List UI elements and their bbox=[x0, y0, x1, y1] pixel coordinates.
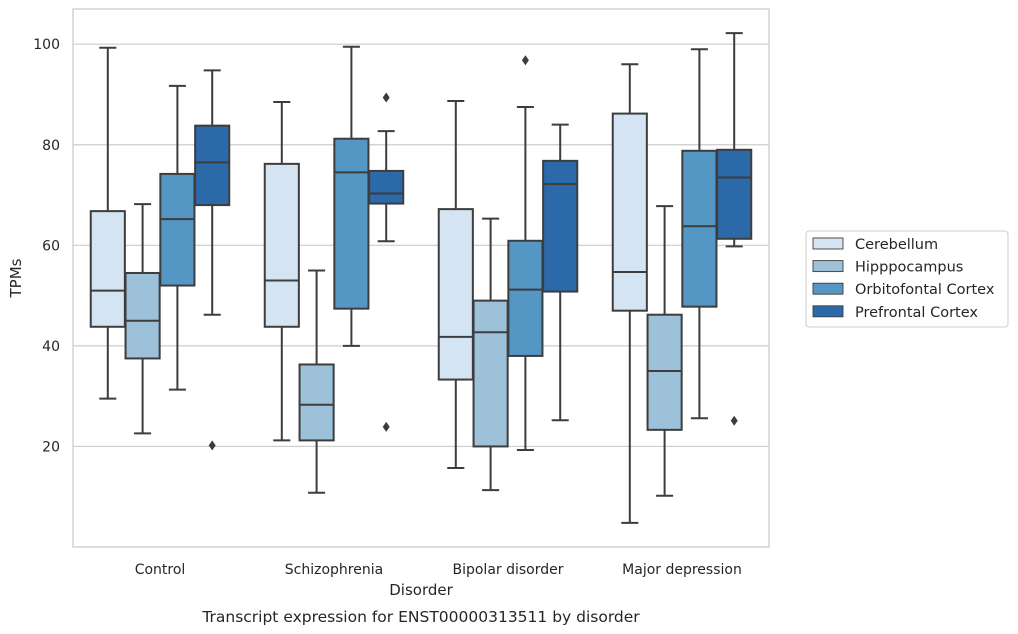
box-1-2 bbox=[333, 45, 370, 347]
box-iqr bbox=[716, 148, 753, 240]
box-iqr bbox=[159, 172, 196, 287]
box-0-2 bbox=[159, 84, 196, 391]
box-iqr bbox=[611, 112, 648, 312]
box-2-1 bbox=[472, 217, 509, 492]
box-iqr bbox=[263, 162, 300, 328]
legend: Cerebellum Hipppocampus Orbitofontal Corte… bbox=[805, 230, 1009, 328]
box-iqr bbox=[681, 149, 718, 308]
box-iqr bbox=[507, 239, 544, 357]
box-1-0 bbox=[263, 101, 300, 442]
y-tick-label: 40 bbox=[42, 339, 60, 355]
chart-caption: Transcript expression for ENST0000031351… bbox=[201, 608, 640, 626]
box-plot-area bbox=[89, 32, 753, 524]
y-tick-label: 20 bbox=[42, 439, 60, 455]
x-tick-label: Schizophrenia bbox=[285, 562, 383, 578]
x-tick-label: Major depression bbox=[622, 562, 742, 578]
plot-frame bbox=[72, 8, 770, 548]
box-2-3 bbox=[542, 123, 579, 422]
box-1-1 bbox=[298, 269, 335, 494]
box-0-1 bbox=[124, 203, 161, 435]
box-3-2 bbox=[681, 48, 718, 420]
box-3-0 bbox=[611, 63, 648, 524]
box-2-0 bbox=[437, 100, 474, 470]
y-tick-label: 60 bbox=[42, 238, 60, 254]
box-iqr bbox=[437, 208, 474, 381]
outlier-point bbox=[382, 421, 390, 432]
legend-frame bbox=[805, 230, 1009, 328]
box-iqr bbox=[333, 137, 370, 310]
box-1-3 bbox=[368, 92, 405, 432]
box-iqr bbox=[89, 210, 126, 328]
outlier-point bbox=[730, 415, 738, 426]
box-iqr bbox=[542, 159, 579, 293]
legend-label: Hipppocampus bbox=[855, 260, 963, 276]
x-axis-ticks: Control Schizophrenia Bipolar disorder Majo… bbox=[135, 562, 742, 578]
box-iqr bbox=[194, 124, 231, 207]
y-tick-label: 80 bbox=[42, 138, 60, 154]
y-axis-label: TPMs bbox=[7, 258, 25, 298]
x-axis-label: Disorder bbox=[389, 581, 453, 599]
box-iqr bbox=[298, 363, 335, 442]
legend-label: Prefrontal Cortex bbox=[855, 305, 978, 321]
outlier-point bbox=[521, 55, 529, 66]
box-2-2 bbox=[507, 55, 544, 451]
box-0-3 bbox=[194, 69, 231, 451]
box-3-3 bbox=[716, 32, 753, 426]
box-iqr bbox=[646, 313, 683, 431]
box-iqr bbox=[368, 169, 405, 205]
legend-swatch bbox=[812, 260, 844, 273]
box-iqr bbox=[124, 271, 161, 360]
x-tick-label: Control bbox=[135, 562, 186, 578]
y-axis-ticks: 20 40 60 80 100 bbox=[33, 37, 60, 455]
x-tick-label: Bipolar disorder bbox=[452, 562, 563, 578]
y-tick-label: 100 bbox=[33, 37, 60, 53]
box-3-1 bbox=[646, 205, 683, 497]
outlier-point bbox=[208, 440, 216, 451]
outlier-point bbox=[382, 92, 390, 103]
box-iqr bbox=[472, 299, 509, 448]
legend-label: Orbitofontal Cortex bbox=[855, 282, 995, 298]
box-0-0 bbox=[89, 46, 126, 400]
legend-swatch bbox=[812, 282, 844, 295]
legend-swatch bbox=[812, 305, 844, 318]
legend-label: Cerebellum bbox=[855, 237, 938, 253]
legend-swatch bbox=[812, 237, 844, 250]
